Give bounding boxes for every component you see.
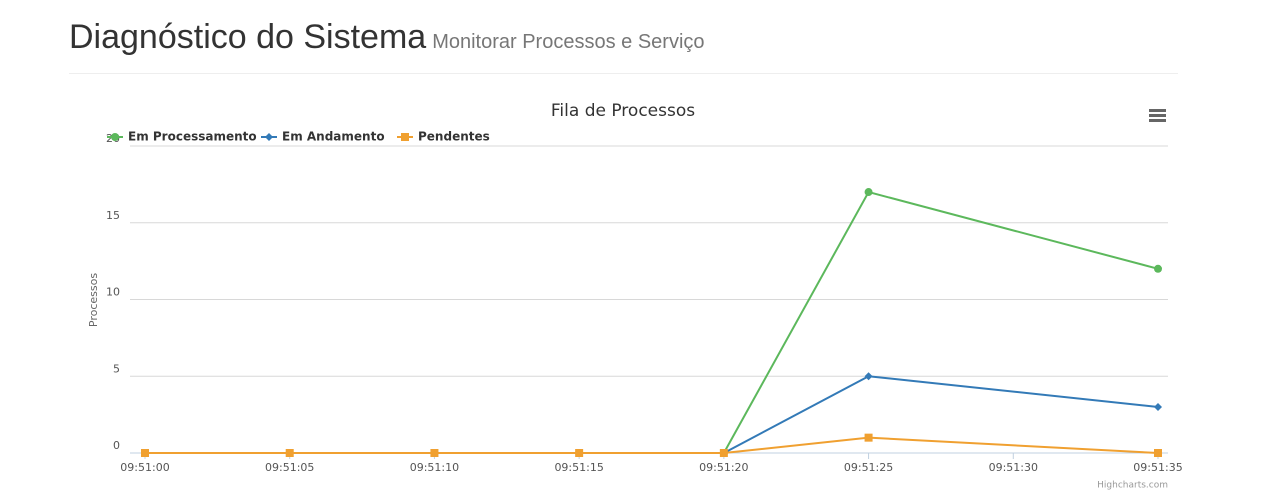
series <box>141 433 1162 457</box>
point <box>1154 449 1162 457</box>
point <box>719 449 728 457</box>
x-tick-label: 09:51:20 <box>699 461 748 474</box>
legend-label: Pendentes <box>418 130 490 144</box>
legend-item[interactable]: Em Andamento <box>261 130 385 144</box>
x-tick-label: 09:51:15 <box>554 461 603 474</box>
series-line <box>145 375 1159 454</box>
y-tick-label: 5 <box>113 362 120 375</box>
point <box>864 372 873 381</box>
point <box>1154 264 1162 273</box>
point <box>864 188 873 197</box>
point <box>1154 402 1162 411</box>
legend-item[interactable]: Pendentes <box>397 130 490 144</box>
x-tick-label: 09:51:25 <box>844 461 893 474</box>
y-tick-label: 0 <box>113 439 120 452</box>
menu-bar <box>1149 119 1166 122</box>
legend-item[interactable]: Em Processamento <box>107 130 257 144</box>
series-line <box>145 436 1159 454</box>
credits: Highcharts.com <box>1097 481 1168 491</box>
page-subtitle: Monitorar Processos e Serviço <box>432 31 705 53</box>
legend-label: Em Andamento <box>282 130 385 144</box>
series-line <box>145 190 1159 454</box>
series <box>141 188 1162 457</box>
point <box>265 133 273 141</box>
x-tick-label: 09:51:30 <box>989 461 1038 474</box>
point <box>864 433 873 442</box>
y-tick-label: 15 <box>106 209 120 222</box>
y-tick-label: 10 <box>106 286 120 299</box>
point <box>111 133 119 141</box>
x-tick-label: 09:51:00 <box>120 461 169 474</box>
chart-title: Fila de Processos <box>551 101 695 121</box>
x-tick-label: 09:51:05 <box>265 461 314 474</box>
point <box>575 449 584 457</box>
menu-button[interactable] <box>1149 109 1166 122</box>
menu-bar <box>1149 114 1166 117</box>
x-tick-label: 09:51:35 <box>1133 461 1182 474</box>
divider <box>69 73 1178 74</box>
point <box>141 449 149 457</box>
point <box>430 449 439 457</box>
y-axis-label: Processos <box>87 273 100 327</box>
legend-label: Em Processamento <box>128 130 257 144</box>
page-title: Diagnóstico do Sistema <box>69 18 427 56</box>
point <box>401 133 409 141</box>
page-header: Diagnóstico do Sistema Monitorar Processo… <box>69 18 705 57</box>
x-tick-label: 09:51:10 <box>410 461 459 474</box>
menu-bar <box>1149 109 1166 112</box>
point <box>285 449 294 457</box>
